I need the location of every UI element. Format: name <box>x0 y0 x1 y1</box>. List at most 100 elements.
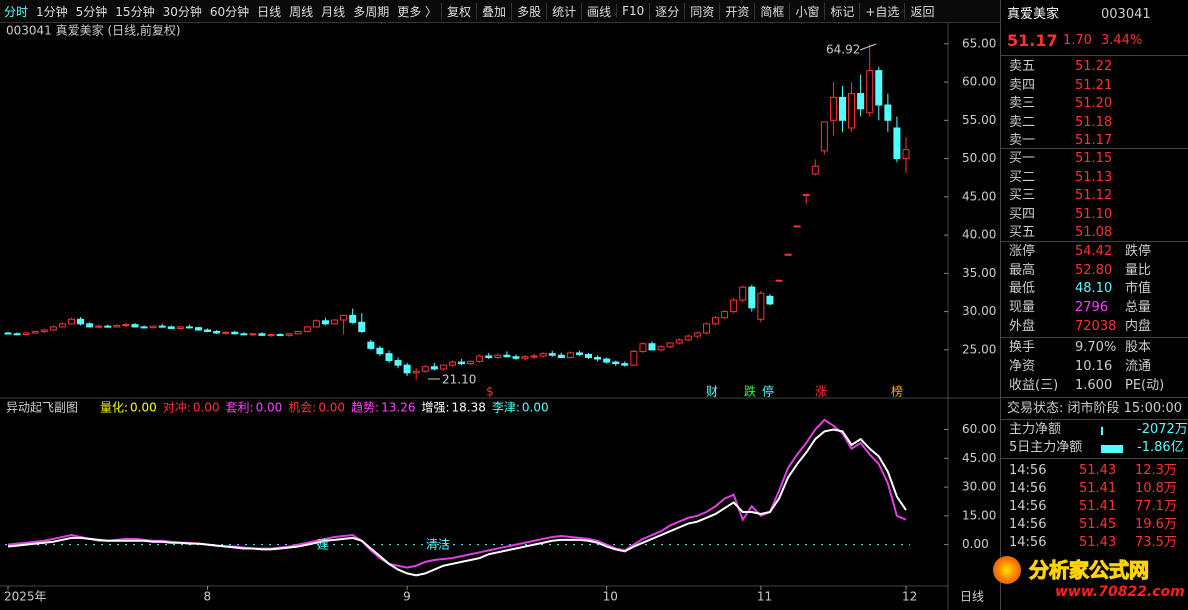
candle-body <box>4 332 12 335</box>
tool-button[interactable]: F10 <box>616 4 649 18</box>
candle-body <box>848 93 856 129</box>
tool-button[interactable]: 返回 <box>904 2 939 20</box>
period-tab[interactable]: 分时 <box>4 4 29 19</box>
y-tick-label: 0.00 <box>962 537 989 551</box>
stock-header-cell: 003041 <box>1101 7 1151 22</box>
period-tab[interactable]: 30分钟 <box>162 4 202 19</box>
trade-row: 14:56 51.43 73.5万 <box>1001 534 1188 552</box>
candle-body <box>748 286 756 309</box>
bid-row-cell: 51.13 <box>1075 169 1113 185</box>
period-tab[interactable]: 日线 <box>257 4 282 19</box>
candle-body <box>775 279 783 282</box>
status-row-cell: 交易状态: 闭市阶段 15:00:00 <box>1007 401 1183 416</box>
trade-row: 14:56 51.41 10.8万 <box>1001 480 1188 498</box>
trade-row-cell: 14:56 <box>1009 517 1047 532</box>
stat-row-cell: 收益(三) <box>1009 378 1059 393</box>
flow-bar <box>1101 445 1123 453</box>
candle-body <box>884 104 892 121</box>
y-tick-label: 30.00 <box>962 304 996 318</box>
candle-body <box>204 329 212 332</box>
candle-body <box>240 333 248 336</box>
period-tab[interactable]: 周线 <box>289 4 314 19</box>
separator <box>1001 397 1188 398</box>
ask-row-cell: 卖五 <box>1009 59 1036 74</box>
candle-body <box>439 364 447 370</box>
stat-row-cell: 72038 <box>1075 318 1117 334</box>
candle-body <box>267 334 275 337</box>
candle-body <box>657 346 665 351</box>
period-tab[interactable]: 月线 <box>321 4 346 19</box>
candle-body <box>802 194 810 197</box>
period-tab[interactable]: 多周期 <box>353 4 390 19</box>
period-tab[interactable]: 15分钟 <box>115 4 155 19</box>
bid-row-cell: 51.08 <box>1075 225 1113 240</box>
tool-button[interactable]: 画线 <box>581 2 616 20</box>
tool-button[interactable]: 标记 <box>824 2 859 20</box>
tool-button[interactable]: 叠加 <box>476 2 511 20</box>
tool-button[interactable]: 复权 <box>441 2 476 20</box>
candle-body <box>40 329 48 332</box>
stat-row-cell: PE(动) <box>1125 378 1165 393</box>
tool-button[interactable]: 多股 <box>511 2 546 20</box>
stat-value: 13.26 <box>381 401 415 415</box>
stat-row-cell: 最高 <box>1009 262 1036 278</box>
candle-body <box>249 333 257 336</box>
high-label: 64.92 <box>826 43 860 57</box>
trade-row-cell: 77.1万 <box>1135 499 1177 514</box>
stat-row-cell: 换手 <box>1009 340 1036 355</box>
tool-button[interactable]: +自选 <box>859 2 904 20</box>
stat-row-cell: 2796 <box>1075 300 1109 316</box>
stat-name: 套利: <box>226 401 254 415</box>
candle-body <box>666 342 674 348</box>
ask-row: 卖五 51.22 <box>1001 58 1188 76</box>
trade-row: 14:56 51.43 12.3万 <box>1001 462 1188 480</box>
stat-row-cell: 1.600 <box>1075 378 1113 393</box>
flow-row-cell: -1.86亿 <box>1137 440 1184 455</box>
quote-panel: 真爱美家 003041 51.17 1.70 3.44% 卖五 51.22 卖四 51.21 卖三… <box>1000 0 1188 610</box>
trade-row-cell: 14:56 <box>1009 463 1047 478</box>
separator <box>1001 458 1188 459</box>
signal-label: 榜 <box>891 384 903 399</box>
trade-row-cell: 14:56 <box>1009 499 1047 514</box>
stat-row-cell: 内盘 <box>1125 318 1152 334</box>
period-tab[interactable]: 1分钟 <box>36 4 68 19</box>
stat-value: 18.38 <box>452 401 486 415</box>
candle-body <box>721 311 729 319</box>
tool-button[interactable]: 同资 <box>684 2 719 20</box>
y-tick-label: 40.00 <box>962 228 996 242</box>
candle-body <box>403 364 411 374</box>
bid-row-cell: 51.10 <box>1075 206 1113 222</box>
ask-row-cell: 51.18 <box>1075 114 1113 130</box>
period-tab[interactable]: 更多 〉 <box>397 4 438 19</box>
stat-row-cell: 10.16 <box>1075 359 1113 374</box>
ask-row: 卖二 51.18 <box>1001 114 1188 132</box>
tool-button[interactable]: 逐分 <box>649 2 684 20</box>
candle-body <box>412 370 420 374</box>
candle-body <box>557 354 565 359</box>
indicator-line <box>7 418 907 569</box>
candle-body <box>512 356 520 359</box>
ask-row: 卖三 51.20 <box>1001 95 1188 113</box>
tool-button[interactable]: 统计 <box>546 2 581 20</box>
candle-body <box>349 314 357 323</box>
flow-row: 主力净额 -2072万 <box>1001 421 1188 439</box>
candle-body <box>566 352 574 359</box>
period-tab[interactable]: 60分钟 <box>209 4 250 19</box>
candle-body <box>603 358 611 363</box>
period-tab[interactable]: 5分钟 <box>75 4 108 19</box>
candle-body <box>122 324 130 327</box>
candle-body <box>185 326 193 329</box>
candle-body <box>312 320 320 328</box>
stat-name: 量化: <box>100 401 128 415</box>
candle-body <box>684 335 692 341</box>
candle-body <box>548 353 556 356</box>
tool-button[interactable]: 开资 <box>719 2 754 20</box>
x-tick-label: 11 <box>757 590 772 604</box>
candle-body <box>630 350 638 366</box>
tool-button[interactable]: 小窗 <box>789 2 824 20</box>
candle-body <box>13 333 21 336</box>
candle-body <box>839 96 847 121</box>
ask-row-cell: 51.20 <box>1075 96 1113 111</box>
tool-button[interactable]: 简框 <box>754 2 789 20</box>
stat-name: 李津: <box>492 400 520 415</box>
